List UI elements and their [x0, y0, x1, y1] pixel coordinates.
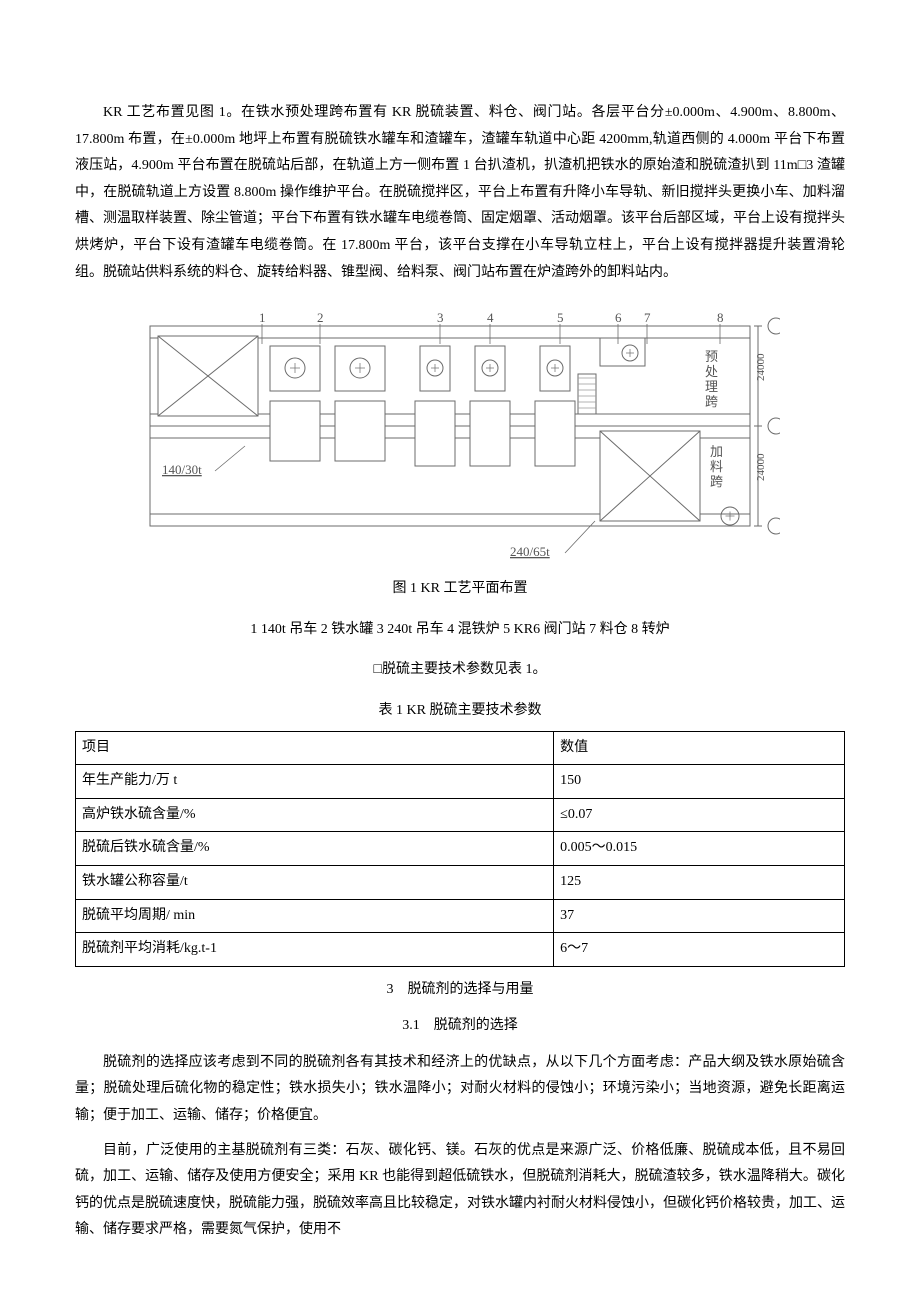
svg-text:24000: 24000 [755, 353, 767, 381]
svg-text:1: 1 [259, 310, 266, 325]
table-ref-line: □脱硫主要技术参数见表 1。 [75, 657, 845, 684]
table-row: 脱硫后铁水硫含量/%0.005～0.015 [76, 832, 845, 866]
paragraph-1: KR 工艺布置见图 1。在铁水预处理跨布置有 KR 脱硫装置、料仓、阀门站。各层… [75, 100, 845, 286]
table-row: 脱硫剂平均消耗/kg.t-16～7 [76, 933, 845, 967]
table-header-col1: 项目 [76, 731, 554, 765]
table-1: 项目 数值 年生产能力/万 t150高炉铁水硫含量/%≤0.07脱硫后铁水硫含量… [75, 731, 845, 967]
table-header-row: 项目 数值 [76, 731, 845, 765]
table-cell-value: 37 [554, 899, 845, 933]
table-cell-param: 脱硫后铁水硫含量/% [76, 832, 554, 866]
section-3-1-title: 3.1 脱硫剂的选择 [75, 1013, 845, 1040]
table-row: 高炉铁水硫含量/%≤0.07 [76, 798, 845, 832]
svg-text:加: 加 [710, 444, 723, 459]
figure-1-diagram: 12345678140/30t240/65t预处理跨加料跨2400024000 [140, 306, 780, 566]
table-1-caption: 表 1 KR 脱硫主要技术参数 [75, 698, 845, 725]
table-cell-value: 150 [554, 765, 845, 799]
svg-text:4: 4 [487, 310, 494, 325]
svg-text:2: 2 [317, 310, 324, 325]
table-row: 脱硫平均周期/ min37 [76, 899, 845, 933]
table-cell-param: 铁水罐公称容量/t [76, 865, 554, 899]
table-header-col2: 数值 [554, 731, 845, 765]
table-row: 铁水罐公称容量/t125 [76, 865, 845, 899]
figure-1-caption: 图 1 KR 工艺平面布置 [75, 576, 845, 603]
table-row: 年生产能力/万 t150 [76, 765, 845, 799]
table-cell-value: 0.005～0.015 [554, 832, 845, 866]
table-cell-value: 125 [554, 865, 845, 899]
table-cell-param: 高炉铁水硫含量/% [76, 798, 554, 832]
figure-1-legend: 1 140t 吊车 2 铁水罐 3 240t 吊车 4 混铁炉 5 KR6 阀门… [75, 617, 845, 644]
svg-text:理: 理 [705, 379, 718, 394]
table-cell-param: 脱硫剂平均消耗/kg.t-1 [76, 933, 554, 967]
svg-text:跨: 跨 [705, 394, 718, 409]
svg-text:140/30t: 140/30t [162, 462, 202, 477]
svg-text:8: 8 [717, 310, 724, 325]
table-cell-param: 年生产能力/万 t [76, 765, 554, 799]
svg-text:7: 7 [644, 310, 651, 325]
table-cell-value: 6～7 [554, 933, 845, 967]
section-3-title: 3 脱硫剂的选择与用量 [75, 977, 845, 1004]
svg-text:24000: 24000 [755, 453, 767, 481]
svg-text:6: 6 [615, 310, 622, 325]
svg-text:预: 预 [705, 349, 718, 364]
paragraph-3: 脱硫剂的选择应该考虑到不同的脱硫剂各有其技术和经济上的优缺点，从以下几个方面考虑… [75, 1050, 845, 1130]
svg-text:3: 3 [437, 310, 444, 325]
svg-text:240/65t: 240/65t [510, 544, 550, 559]
svg-text:跨: 跨 [710, 474, 723, 489]
svg-text:处: 处 [705, 364, 718, 379]
svg-text:料: 料 [710, 459, 723, 474]
table-cell-value: ≤0.07 [554, 798, 845, 832]
table-cell-param: 脱硫平均周期/ min [76, 899, 554, 933]
svg-text:5: 5 [557, 310, 564, 325]
paragraph-4: 目前，广泛使用的主基脱硫剂有三类：石灰、碳化钙、镁。石灰的优点是来源广泛、价格低… [75, 1138, 845, 1244]
